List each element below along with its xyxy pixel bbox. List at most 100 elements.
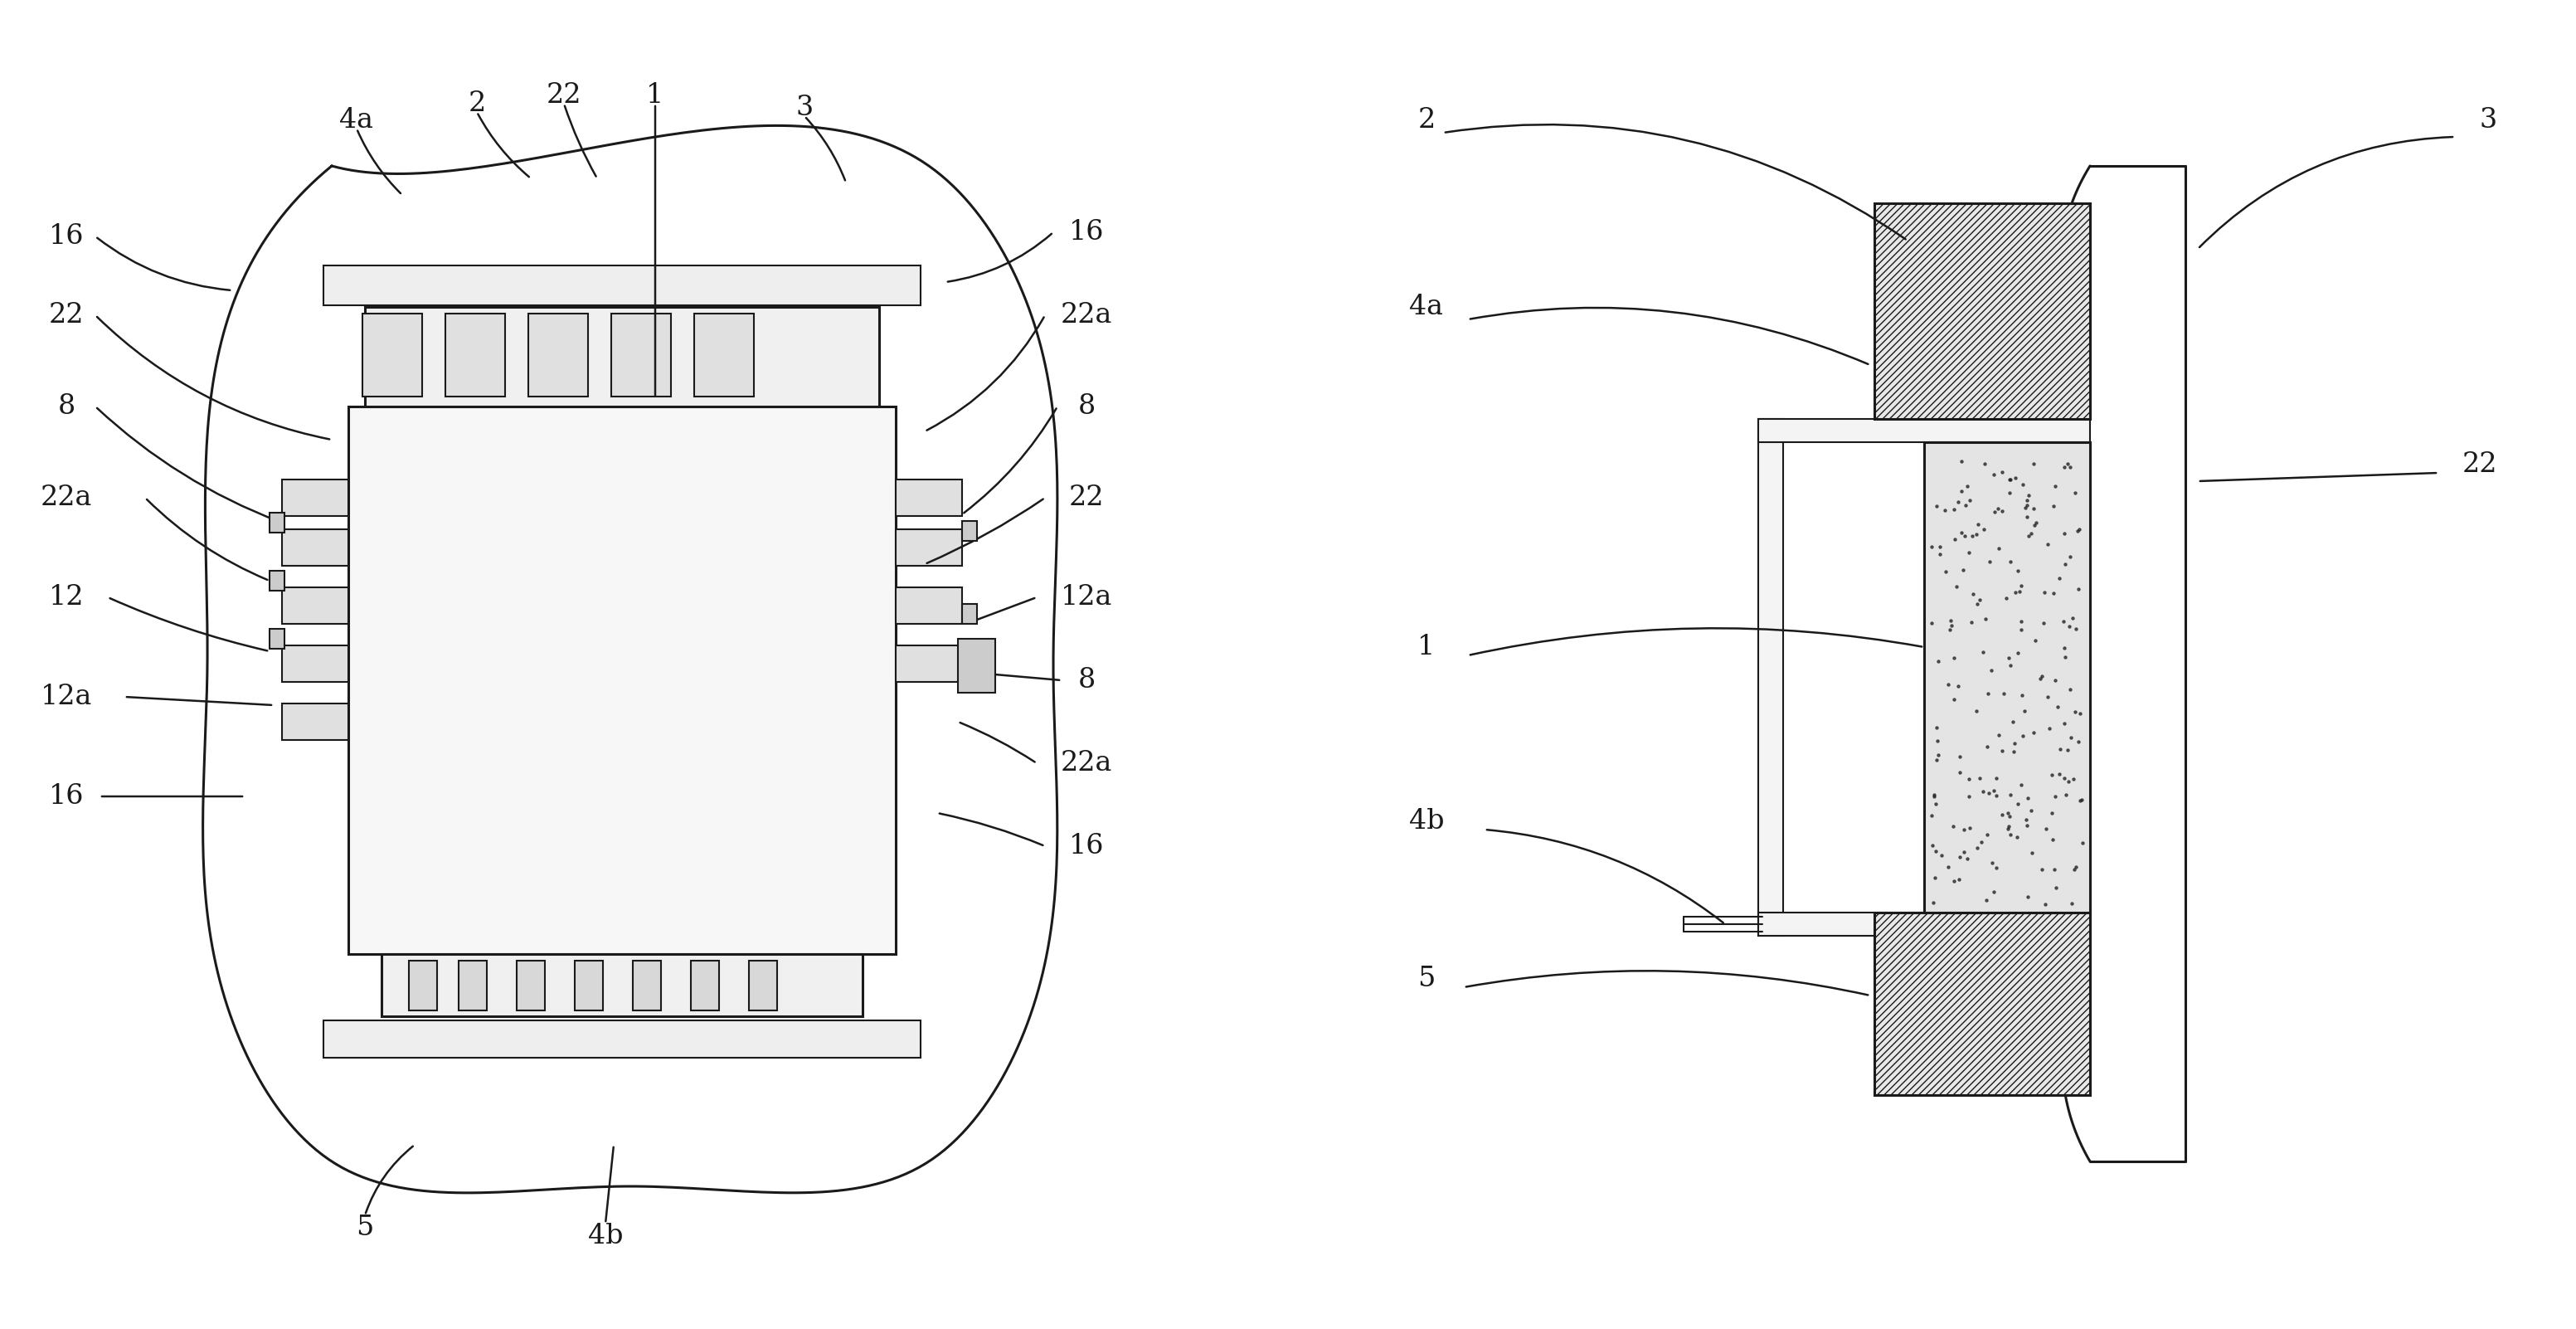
Point	[1932, 615, 1973, 637]
Point	[2053, 768, 2094, 789]
Bar	[693, 314, 755, 396]
Bar	[896, 587, 961, 623]
Point	[2012, 722, 2053, 743]
Point	[1932, 688, 1973, 710]
Point	[1940, 847, 1981, 868]
Text: 3: 3	[2478, 108, 2496, 133]
Point	[1973, 780, 2014, 801]
Point	[2056, 618, 2097, 639]
Text: 4b: 4b	[1409, 808, 1445, 835]
Point	[1955, 700, 1996, 722]
Point	[1942, 522, 1984, 544]
Point	[1937, 492, 1978, 513]
Bar	[366, 307, 878, 407]
Point	[2007, 886, 2048, 908]
Point	[1978, 537, 2020, 558]
Point	[1996, 642, 2038, 663]
Point	[2007, 490, 2048, 512]
Point	[1986, 803, 2027, 824]
Point	[2012, 800, 2053, 821]
Point	[1942, 560, 1984, 581]
Point	[1919, 544, 1960, 565]
Point	[1958, 514, 1999, 536]
Point	[1947, 785, 1989, 807]
Point	[1935, 575, 1976, 597]
Point	[1984, 683, 2025, 704]
Bar	[961, 521, 976, 541]
Point	[1942, 819, 1984, 840]
Point	[2022, 613, 2063, 634]
Bar	[459, 961, 487, 1010]
Point	[2022, 666, 2063, 687]
Bar	[574, 961, 603, 1010]
Point	[1973, 881, 2014, 902]
Point	[2007, 787, 2048, 808]
Point	[2032, 496, 2074, 517]
Bar	[281, 529, 348, 566]
Point	[1929, 610, 1971, 631]
Point	[1989, 817, 2030, 839]
Point	[1927, 856, 1968, 877]
Point	[1947, 768, 1989, 789]
Text: 5: 5	[355, 1215, 374, 1241]
Point	[1950, 489, 1991, 510]
Text: 4a: 4a	[1409, 294, 1443, 320]
Point	[1947, 476, 1989, 497]
Text: 2: 2	[1417, 108, 1435, 133]
Point	[1996, 560, 2038, 581]
Bar	[958, 639, 994, 692]
Point	[1935, 529, 1976, 550]
Point	[2002, 619, 2043, 641]
Point	[2002, 684, 2043, 706]
Point	[1945, 525, 1986, 546]
Point	[1976, 857, 2017, 878]
Point	[1965, 453, 2007, 474]
Text: 22: 22	[2463, 452, 2496, 478]
Text: 22: 22	[546, 82, 582, 109]
Point	[1911, 613, 1953, 634]
Point	[2007, 494, 2048, 516]
Point	[1960, 589, 2002, 610]
Bar	[896, 529, 961, 566]
Point	[1942, 841, 1984, 863]
Point	[1924, 500, 1965, 521]
Point	[1911, 537, 1953, 558]
Point	[2056, 520, 2097, 541]
Point	[2030, 764, 2071, 785]
Point	[2043, 637, 2084, 658]
Point	[2004, 700, 2045, 722]
Point	[1963, 781, 2004, 803]
Point	[1973, 501, 2014, 522]
Bar	[270, 629, 283, 649]
Point	[1981, 804, 2022, 825]
Text: 3: 3	[796, 94, 814, 121]
Point	[1940, 480, 1981, 501]
Point	[2025, 894, 2066, 916]
Text: 22a: 22a	[1061, 750, 1113, 776]
Point	[2027, 686, 2069, 707]
Point	[1914, 784, 1955, 805]
Point	[1978, 498, 2020, 520]
Point	[1955, 524, 1996, 545]
Point	[2043, 522, 2084, 544]
Point	[2056, 700, 2097, 722]
Point	[1971, 852, 2012, 873]
Point	[2032, 828, 2074, 849]
Point	[2045, 646, 2087, 667]
Point	[2058, 518, 2099, 540]
Point	[1914, 793, 1955, 815]
Point	[1989, 552, 2030, 573]
Text: 5: 5	[1417, 966, 1435, 993]
Text: 1: 1	[1417, 634, 1435, 661]
Point	[2058, 731, 2099, 752]
Point	[2050, 546, 2092, 567]
Bar	[1875, 203, 2089, 419]
Bar	[896, 480, 961, 516]
Point	[2045, 784, 2087, 805]
Point	[2012, 843, 2053, 864]
Bar	[1924, 443, 2089, 913]
Bar	[410, 961, 438, 1010]
Bar	[1875, 913, 2089, 1095]
Point	[2025, 817, 2066, 839]
Point	[1968, 824, 2009, 845]
